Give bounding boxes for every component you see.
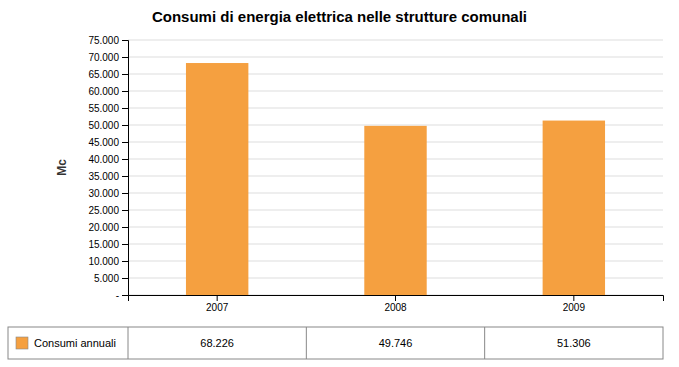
y-tick: 10.000 [88,256,128,267]
y-tick-mark [122,244,128,245]
y-tick: 55.000 [88,103,128,114]
grid-line [128,57,663,58]
y-tick-label: 50.000 [88,120,119,131]
y-tick-mark [122,295,128,296]
y-tick: 30.000 [88,188,128,199]
y-tick-label: 25.000 [88,205,119,216]
y-tick-label: 10.000 [88,256,119,267]
bars [186,63,605,295]
legend-value: 49.746 [379,337,413,349]
y-tick-mark [122,159,128,160]
y-tick: 20.000 [88,222,128,233]
grid [128,40,663,295]
y-tick-mark [122,57,128,58]
y-tick-mark [122,108,128,109]
y-tick-label: 65.000 [88,69,119,80]
y-axis-line [122,41,129,296]
y-tick-mark [122,74,128,75]
y-tick-mark [122,40,128,41]
x-tick-mark [573,295,574,301]
x-tick: 2009 [563,295,586,313]
y-tick-label: 30.000 [88,188,119,199]
title: Consumi di energia elettrica nelle strut… [152,8,527,25]
y-label: Mc [55,159,69,176]
y-tick-label: 45.000 [88,137,119,148]
bar [543,121,605,295]
x-tick-mark [395,295,396,301]
y-tick: 75.000 [88,35,128,46]
x-tick-label: 2009 [563,302,586,313]
y-tick-label: 60.000 [88,86,119,97]
y-tick-label: 15.000 [88,239,119,250]
y-tick-mark [122,261,128,262]
legend-frame [8,327,663,359]
bar [364,126,426,295]
y-tick: 5.000 [94,273,128,284]
y-tick-label: - [116,290,119,301]
y-tick: 50.000 [88,120,128,131]
x-axis-line [129,296,664,302]
y-tick-mark [122,176,128,177]
y-tick-label: 75.000 [88,35,119,46]
legend: Consumi annuali 68.226 49.746 51.306 [8,327,663,359]
x-tick-mark [217,295,218,301]
legend-divider [128,327,129,359]
y-tick: 65.000 [88,69,128,80]
y-tick-mark [122,227,128,228]
y-tick-label: 35.000 [88,171,119,182]
legend-divider [306,327,307,359]
y-tick-mark [122,142,128,143]
legend-swatch [16,337,28,349]
y-tick-mark [122,125,128,126]
legend-value: 68.226 [200,337,234,349]
y-tick-label: 55.000 [88,103,119,114]
y-tick: 25.000 [88,205,128,216]
legend-value: 51.306 [557,337,591,349]
y-tick-mark [122,210,128,211]
legend-label: Consumi annuali [34,337,116,349]
y-tick-label: 40.000 [88,154,119,165]
y-tick-label: 5.000 [94,273,119,284]
y-tick: 15.000 [88,239,128,250]
grid-line [128,40,663,41]
y-tick: 40.000 [88,154,128,165]
legend-divider [484,327,485,359]
plot: - 5.000 10.000 15.000 20.000 25.000 30.000 35.0… [88,35,663,313]
y-tick-mark [122,278,128,279]
y-tick-label: 70.000 [88,52,119,63]
y-tick: - [116,290,128,301]
y-tick-label: 20.000 [88,222,119,233]
y-tick: 70.000 [88,52,128,63]
chart: Consumi di energia elettrica nelle strut… [0,0,679,367]
y-tick: 60.000 [88,86,128,97]
y-tick-mark [122,91,128,92]
x-tick-label: 2008 [384,302,407,313]
y-axis: - 5.000 10.000 15.000 20.000 25.000 30.000 35.0… [88,35,128,301]
x-tick: 2008 [384,295,407,313]
x-axis: 2007 2008 2009 [129,295,664,313]
y-tick-mark [122,193,128,194]
y-tick: 45.000 [88,137,128,148]
x-tick: 2007 [206,295,229,313]
y-tick: 35.000 [88,171,128,182]
x-tick-label: 2007 [206,302,229,313]
bar [186,63,248,295]
